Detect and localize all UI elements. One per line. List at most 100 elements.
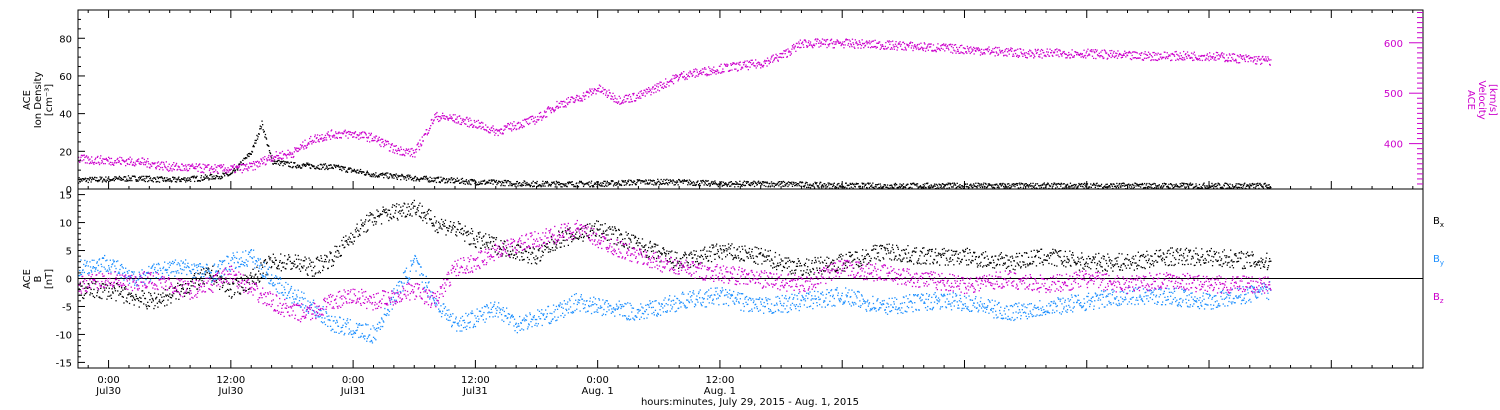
ion-density-series-point [348, 168, 350, 170]
velocity-series-point [606, 96, 608, 98]
bx-series-point [477, 241, 479, 243]
bx-series-point [271, 266, 273, 268]
bx-series-point [167, 299, 169, 301]
velocity-series-point [935, 51, 937, 53]
velocity-series-point [194, 166, 196, 168]
ion-density-series-point [1264, 182, 1266, 184]
velocity-series-point [576, 95, 578, 97]
velocity-series-point [1061, 52, 1064, 55]
bx-series-point [192, 277, 195, 279]
bx-series-point [449, 225, 451, 228]
velocity-series-point [619, 97, 621, 99]
velocity-series-point [618, 95, 620, 97]
ion-density-series-point [1168, 183, 1170, 185]
ion-density-series-point [576, 185, 578, 187]
velocity-series-point [794, 45, 796, 47]
velocity-series-point [1086, 55, 1089, 57]
velocity-series-point [331, 129, 333, 131]
ion-density-series-point [906, 184, 908, 186]
velocity-series-point [640, 90, 642, 92]
bx-series-point [460, 232, 462, 235]
ion-density-series-point [89, 176, 91, 179]
velocity-series-point [944, 45, 946, 47]
velocity-series-point [736, 62, 738, 64]
bx-series-point [468, 233, 470, 236]
velocity-series-point [378, 136, 380, 138]
velocity-series-point [952, 47, 954, 49]
ion-density-series-point [1267, 187, 1270, 189]
velocity-series-point [1099, 55, 1102, 57]
ion-density-series-point [1111, 185, 1113, 187]
ion-density-series-point [1054, 183, 1056, 185]
ion-density-series-point [517, 185, 519, 187]
velocity-series-point [345, 135, 347, 137]
velocity-series-point [1068, 51, 1070, 54]
ion-density-series-point [1139, 183, 1141, 185]
bx-series-point [472, 230, 474, 232]
velocity-series-point [990, 52, 992, 54]
velocity-series-point [427, 132, 430, 134]
ion-density-series-point [163, 177, 165, 180]
bx-series-point [288, 254, 290, 256]
ion-density-series-point [1149, 186, 1151, 188]
velocity-series-point [597, 90, 599, 92]
bx-series-point [313, 275, 315, 277]
velocity-series-point [177, 165, 179, 167]
ion-density-series-point [464, 180, 466, 182]
ion-density-series-point [733, 183, 735, 185]
ion-density-series-point [705, 184, 708, 186]
bx-series-point [84, 287, 86, 289]
ion-density-series-point [861, 182, 863, 184]
velocity-series-point [1160, 58, 1163, 60]
velocity-series-point [491, 130, 494, 132]
velocity-series-point [1218, 58, 1220, 60]
velocity-series-point [721, 70, 723, 73]
bx-series-point [436, 229, 438, 231]
velocity-series-point [318, 139, 320, 141]
ion-density-series-point [592, 186, 594, 188]
velocity-series-point [481, 121, 483, 123]
ion-density-series-point [1256, 184, 1258, 187]
bx-series-point [183, 295, 186, 297]
ion-density-series-point [452, 182, 454, 184]
ion-density-series-point [910, 182, 912, 185]
velocity-series-point [755, 67, 757, 69]
ion-density-series-point [672, 179, 674, 181]
velocity-series-point [394, 145, 396, 147]
ion-density-series-point [1154, 183, 1156, 185]
velocity-series-point [1198, 57, 1201, 60]
ion-density-series-point [1115, 185, 1117, 187]
ion-density-series-point [652, 179, 654, 181]
bx-series-point [417, 207, 419, 209]
ion-density-series-point [189, 178, 191, 181]
velocity-series-point [906, 43, 908, 45]
bx-series-point [448, 225, 451, 227]
velocity-series-point [175, 164, 177, 166]
ion-density-series-point [787, 181, 790, 183]
ion-density-series-point [1032, 182, 1034, 184]
velocity-series-point [915, 46, 917, 49]
ion-density-series-point [1124, 185, 1126, 187]
velocity-series-point [725, 65, 727, 67]
velocity-series-point [1038, 55, 1040, 58]
ion-density-series-point [134, 175, 136, 177]
velocity-series-point [788, 50, 790, 52]
velocity-series-point [595, 93, 597, 95]
velocity-series-point [365, 132, 367, 135]
bx-series-point [191, 278, 194, 281]
velocity-series-point [756, 65, 758, 67]
bx-series-point [170, 297, 173, 299]
velocity-series-point [1018, 55, 1021, 57]
velocity-series-point [1198, 55, 1200, 57]
velocity-series-point [1124, 50, 1126, 52]
ion-density-series-point [255, 142, 257, 144]
velocity-series-point [138, 158, 140, 160]
velocity-series-point [778, 56, 781, 58]
velocity-series-point [1256, 63, 1258, 65]
velocity-series-point [577, 99, 580, 102]
ion-density-series-point [806, 182, 808, 184]
velocity-series-point [900, 43, 902, 46]
ion-density-series-point [776, 184, 778, 186]
ion-density-series-point [1079, 183, 1081, 186]
ion-density-series-point [770, 185, 772, 187]
